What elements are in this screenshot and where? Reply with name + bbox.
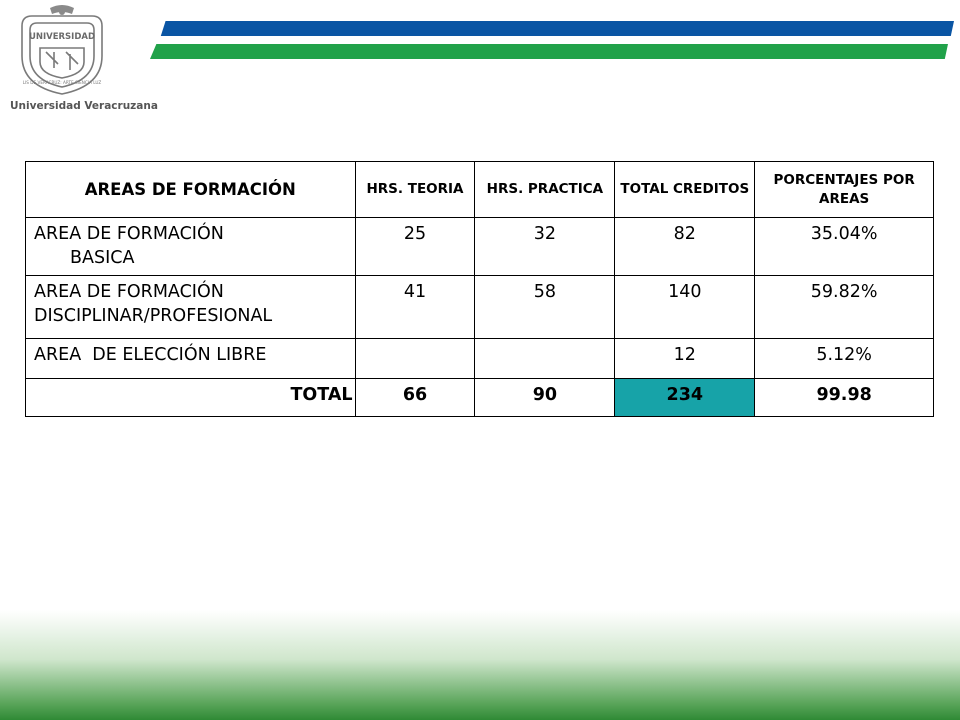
creditos-cell: 12: [614, 338, 756, 379]
area-cell: AREA DE ELECCIÓN LIBRE: [25, 338, 356, 379]
credits-table: AREAS DE FORMACIÓN HRS. TEORIA HRS. PRAC…: [25, 161, 934, 417]
seal-ring-text: LIS DE VERACRUZ: ARTE CIENCIA LUZ: [23, 80, 102, 85]
header-hrs-teoria: HRS. TEORIA: [354, 161, 476, 218]
area-cell: AREA DE FORMACIÓN DISCIPLINAR/PROFESIONA…: [25, 275, 356, 339]
total-teoria-cell: 66: [354, 378, 476, 417]
practica-cell: 32: [474, 217, 616, 276]
total-row: TOTAL 66 90 234 99.98: [25, 378, 934, 417]
total-porcentaje-cell: 99.98: [754, 378, 934, 417]
area-name-line1: AREA DE FORMACIÓN: [34, 224, 224, 244]
header-porcentajes: PORCENTAJES POR AREAS: [754, 161, 934, 218]
total-label: TOTAL: [25, 378, 356, 417]
area-name-line1: AREA DE ELECCIÓN LIBRE: [34, 345, 267, 365]
area-name-line1: AREA DE FORMACIÓN: [34, 282, 224, 302]
creditos-cell: 140: [614, 275, 756, 339]
header-areas: AREAS DE FORMACIÓN: [25, 161, 356, 218]
university-name: Universidad Veracruzana: [10, 100, 158, 112]
table-row: AREA DE FORMACIÓN DISCIPLINAR/PROFESIONA…: [25, 275, 934, 339]
header-total-creditos: TOTAL CREDITOS: [614, 161, 756, 218]
footer-gradient: [0, 610, 960, 720]
header-stripe-green: [150, 44, 948, 59]
total-creditos-cell: 234: [614, 378, 756, 417]
header-stripe-blue: [160, 21, 954, 36]
table-row: AREA DE ELECCIÓN LIBRE 12 5.12%: [25, 338, 934, 379]
porcentaje-cell: 59.82%: [754, 275, 934, 339]
porcentaje-cell: 5.12%: [754, 338, 934, 379]
university-logo: UNIVERSIDAD LIS DE VERACRUZ: ARTE CIENCI…: [10, 4, 158, 116]
table-row: AREA DE FORMACIÓN BASICA 25 32 82 35.04%: [25, 217, 934, 276]
table-header-row: AREAS DE FORMACIÓN HRS. TEORIA HRS. PRAC…: [25, 161, 934, 218]
porcentaje-cell: 35.04%: [754, 217, 934, 276]
creditos-cell: 82: [614, 217, 756, 276]
university-seal-icon: UNIVERSIDAD LIS DE VERACRUZ: ARTE CIENCI…: [21, 5, 103, 95]
area-name-line2: DISCIPLINAR/PROFESIONAL: [34, 306, 273, 326]
total-practica-cell: 90: [474, 378, 616, 417]
teoria-cell: [354, 338, 476, 379]
header-hrs-practica: HRS. PRACTICA: [474, 161, 616, 218]
area-cell: AREA DE FORMACIÓN BASICA: [25, 217, 356, 276]
seal-top-text: UNIVERSIDAD: [29, 32, 95, 42]
area-name-line2: BASICA: [70, 248, 135, 268]
teoria-cell: 41: [354, 275, 476, 339]
practica-cell: [474, 338, 616, 379]
teoria-cell: 25: [354, 217, 476, 276]
practica-cell: 58: [474, 275, 616, 339]
